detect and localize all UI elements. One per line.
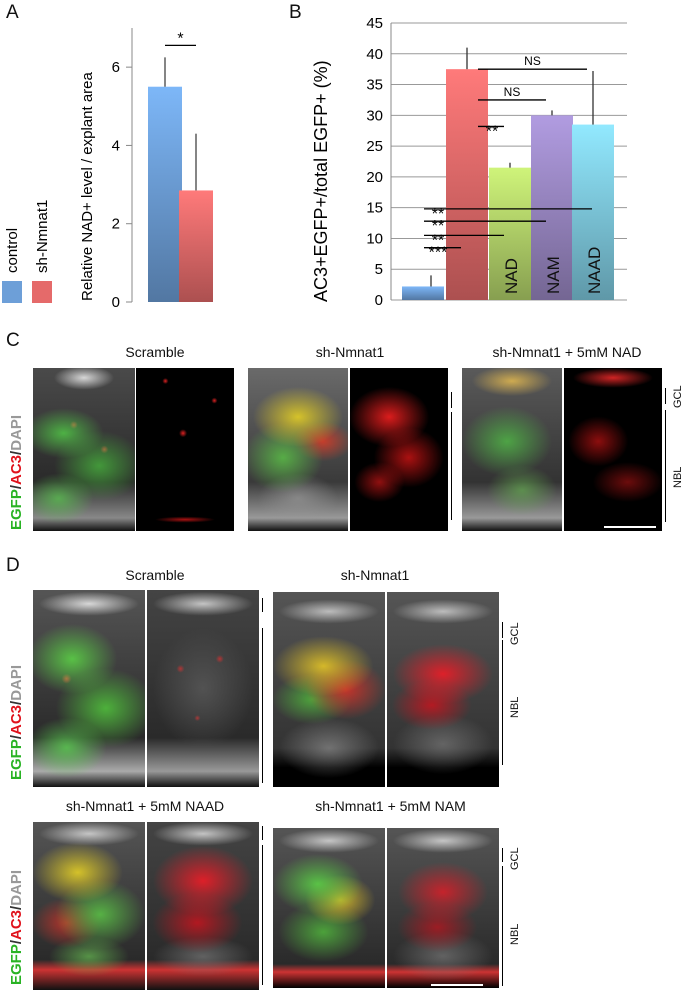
panel-d-title-scramble: Scramble (125, 567, 185, 583)
panel-d-title-naad: sh-Nmnat1 + 5mM NAAD (65, 798, 225, 814)
bracket-c-gcl (665, 388, 666, 404)
micrograph-d-scramble-ac3 (147, 590, 259, 787)
chart-b-bar-1 (446, 69, 488, 300)
micrograph-d-sh-nmnat1-merge (273, 592, 385, 787)
layer-label-c-gcl: GCL (672, 385, 684, 408)
panel-letter-d: D (6, 555, 20, 576)
chart-b-tick-label-8: 40 (366, 46, 383, 63)
scale-bar-c (604, 526, 656, 528)
chart-b-ylabel: AC3+EGFP+/total EGFP+ (%) (311, 60, 331, 302)
layer-label-c-nbl: NBL (672, 466, 684, 488)
chart-a-ylabel: Relative NAD+ level / explant area (79, 71, 96, 301)
layer-label-d1-gcl: GCL (509, 622, 521, 645)
chart-b-tick-label-5: 25 (366, 138, 383, 155)
layer-label-d2-gcl: GCL (509, 847, 521, 870)
panel-d-stain-label-top: EGFP/AC3/DAPI (8, 664, 25, 780)
panel-c-title-sh-nmnat1: sh-Nmnat1 (315, 344, 385, 360)
chart-b-bar-label-2: NAD (502, 258, 521, 294)
chart-b-tick-label-4: 20 (366, 169, 383, 186)
chart-b-tick-label-1: 5 (375, 261, 383, 278)
panel-c-title-scramble: Scramble (125, 344, 185, 360)
micrograph-c-nad-merge (462, 368, 562, 531)
panel-letter-c: C (6, 330, 20, 351)
chart-a-tick-label-2: 4 (112, 137, 120, 154)
chart-b-tick-label-2: 10 (366, 230, 383, 247)
panel-d-title-sh-nmnat1: sh-Nmnat1 (340, 567, 410, 583)
micrograph-c-scramble-ac3 (136, 368, 234, 531)
micrograph-d-nam-ac3 (387, 828, 499, 988)
bracket-c-nbl-inner (451, 412, 452, 520)
bracket-d1-gcl (502, 622, 503, 638)
micrograph-c-sh-nmnat1-ac3 (350, 368, 448, 531)
legend-swatch-sh-nmnat1 (32, 281, 52, 303)
chart-b-tick-label-7: 35 (366, 77, 383, 94)
chart-a-tick-label-0: 0 (112, 294, 120, 311)
chart-b-tick-label-9: 45 (366, 15, 383, 32)
chart-b-bar-label-4: NAAD (585, 247, 604, 294)
panel-c-title-nad: sh-Nmnat1 + 5mM NAD (492, 344, 642, 360)
chart-b-sig-label-5: ** (432, 232, 444, 249)
micrograph-d-sh-nmnat1-ac3 (387, 592, 499, 787)
legend: control sh-Nmnat1 (2, 200, 52, 303)
layer-label-d1-nbl: NBL (509, 696, 521, 718)
panel-c-stain-label: EGFP/AC3/DAPI (8, 414, 25, 530)
layer-label-d2-nbl: NBL (509, 923, 521, 945)
scale-bar-d (431, 984, 483, 986)
bracket-d1-nbl-inner (262, 628, 263, 783)
chart-a-sig-label: * (177, 30, 183, 47)
bracket-d1-gcl-inner (262, 598, 263, 612)
chart-b-bar-0 (402, 286, 444, 300)
bracket-c-gcl-inner (451, 392, 452, 408)
micrograph-c-nad-ac3 (564, 368, 662, 531)
chart-a-bar-0 (148, 86, 182, 302)
bracket-d2-nbl-inner (262, 845, 263, 985)
legend-label-control: control (4, 228, 21, 273)
chart-b-bar-label-3: NAM (544, 256, 563, 294)
chart-b-sig-label-6: *** (429, 245, 448, 262)
chart-b-tick-label-0: 0 (375, 292, 383, 309)
micrograph-d-naad-merge (33, 822, 145, 990)
chart-a-tick-label-1: 2 (112, 216, 120, 233)
chart-b-sig-label-2: ** (486, 123, 498, 140)
chart-b-tick-label-6: 30 (366, 107, 383, 124)
chart-b-sig-label-0: NS (524, 54, 541, 68)
legend-swatch-control (2, 281, 22, 303)
chart-b-sig-label-3: ** (432, 206, 444, 223)
panel-letter-b: B (289, 2, 302, 23)
chart-a: Relative NAD+ level / explant area 0 2 4 6 * (79, 28, 213, 311)
micrograph-c-scramble-merge (33, 368, 135, 531)
chart-b-tick-label-3: 15 (366, 200, 383, 217)
micrograph-d-scramble-merge (33, 590, 145, 787)
micrograph-d-nam-merge (273, 828, 385, 988)
chart-a-bar-1 (179, 190, 213, 302)
chart-b-bar-3 (531, 115, 573, 300)
micrograph-c-sh-nmnat1-merge (248, 368, 348, 531)
panel-letter-a: A (6, 2, 19, 23)
panel-d-stain-label-bottom: EGFP/AC3/DAPI (8, 869, 25, 985)
chart-a-tick-label-3: 6 (112, 59, 120, 76)
chart-b-sig-label-4: ** (432, 218, 444, 235)
micrograph-d-naad-ac3 (147, 822, 259, 990)
legend-label-sh-nmnat1: sh-Nmnat1 (34, 200, 51, 273)
bracket-d2-gcl-inner (262, 826, 263, 840)
chart-b-bar-4 (572, 124, 614, 300)
chart-b-sig-label-1: NS (504, 85, 521, 99)
bracket-c-nbl (665, 410, 666, 522)
bracket-d2-nbl (502, 866, 503, 986)
chart-b-bar-2 (489, 167, 531, 300)
bracket-d2-gcl (502, 848, 503, 862)
panel-d-title-nam: sh-Nmnat1 + 5mM NAM (315, 798, 466, 814)
chart-b: AC3+EGFP+/total EGFP+ (%) 0 5 10 15 20 25 30 35 4… (311, 15, 627, 309)
bracket-d1-nbl (502, 640, 503, 765)
